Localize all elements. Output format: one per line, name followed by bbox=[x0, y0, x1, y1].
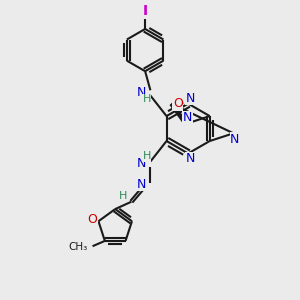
Text: N: N bbox=[137, 86, 146, 99]
Text: O: O bbox=[87, 213, 97, 226]
Text: O: O bbox=[173, 97, 183, 110]
Text: N: N bbox=[186, 92, 195, 105]
Text: N: N bbox=[230, 133, 240, 146]
Text: N: N bbox=[186, 152, 195, 165]
Text: N: N bbox=[183, 111, 192, 124]
Text: H: H bbox=[119, 191, 127, 201]
Text: CH₃: CH₃ bbox=[68, 242, 87, 252]
Text: H: H bbox=[142, 151, 151, 161]
Text: I: I bbox=[142, 4, 148, 18]
Text: H: H bbox=[142, 94, 151, 104]
Text: N: N bbox=[137, 178, 146, 190]
Text: N: N bbox=[137, 157, 146, 169]
